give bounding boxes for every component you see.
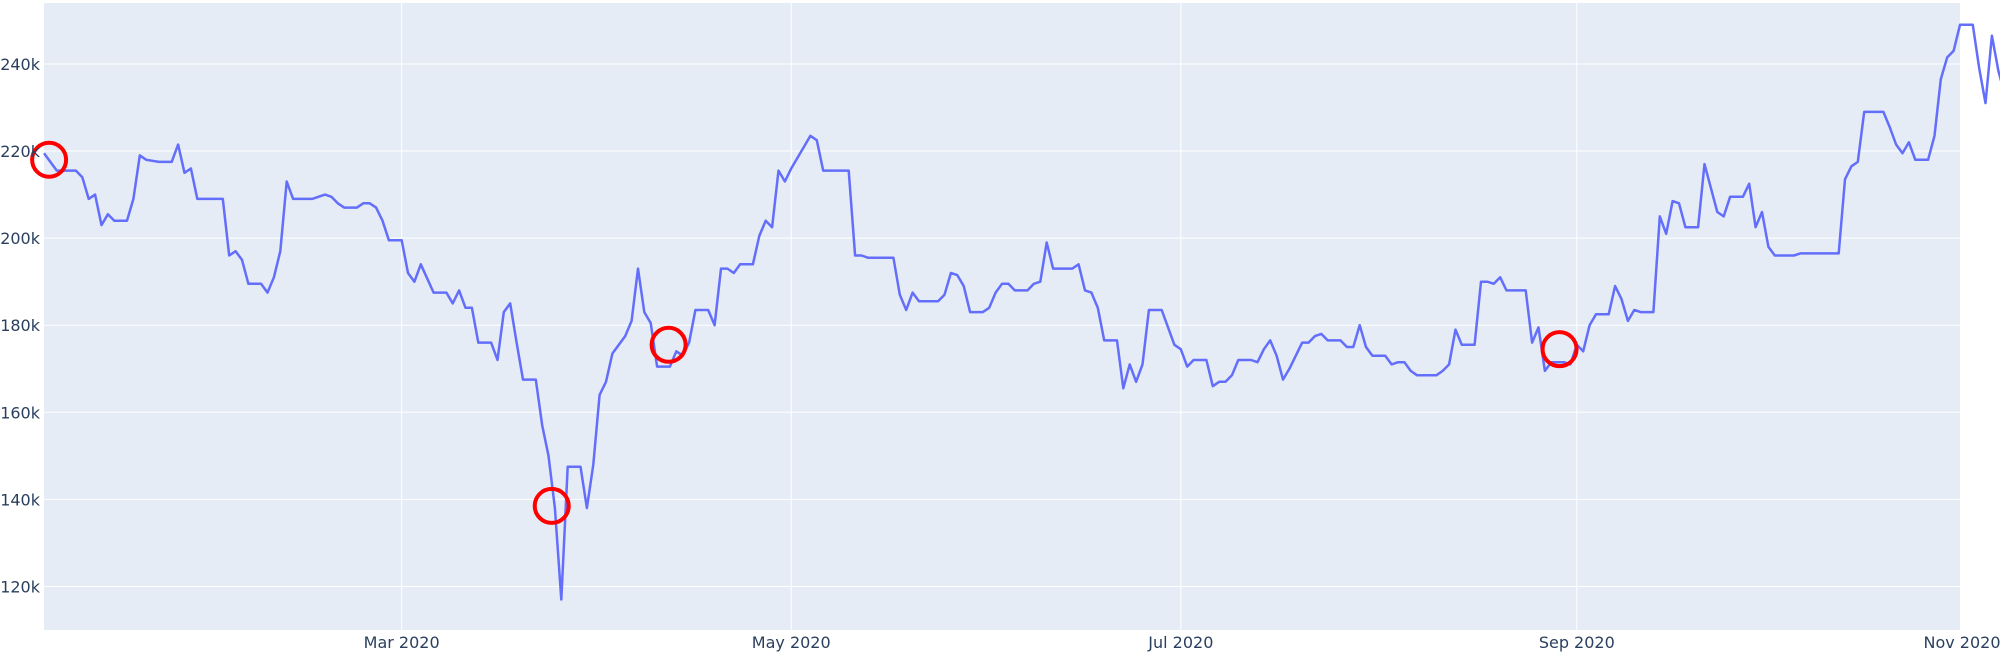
x-tick-label: May 2020	[752, 633, 831, 652]
y-axis-tick-labels: 120k 140k 160k 180k 200k 220k 240k	[0, 55, 41, 596]
y-tick-label: 240k	[0, 55, 41, 74]
price-series-line	[42, 23, 2000, 601]
y-tick-label: 160k	[0, 403, 41, 422]
plot-background	[44, 3, 1960, 630]
circle-marker-start	[30, 140, 69, 179]
y-tick-label: 220k	[0, 142, 41, 161]
x-tick-label: Mar 2020	[364, 633, 440, 652]
circle-marker-april	[649, 325, 688, 364]
y-tick-label: 120k	[0, 577, 41, 596]
x-gridlines	[401, 3, 1578, 630]
x-tick-label: Nov 2020	[1923, 633, 2000, 652]
x-tick-label: Jul 2020	[1147, 633, 1213, 652]
x-axis-tick-labels: Mar 2020 May 2020 Jul 2020 Sep 2020 Nov 2020	[364, 633, 2000, 652]
circle-marker-sep	[1540, 330, 1579, 369]
circle-marker-low	[532, 486, 571, 525]
y-tick-label: 200k	[0, 229, 41, 248]
y-gridlines	[44, 63, 1960, 587]
y-tick-label: 180k	[0, 316, 41, 335]
circle-annotations	[30, 140, 1579, 525]
y-tick-label: 140k	[0, 490, 41, 509]
x-tick-label: Sep 2020	[1539, 633, 1615, 652]
